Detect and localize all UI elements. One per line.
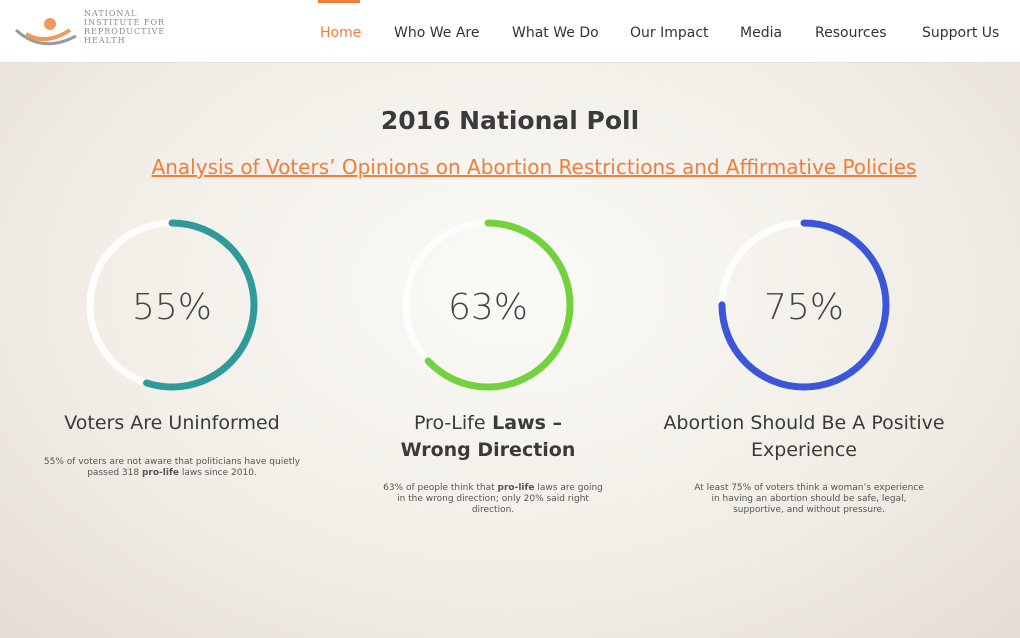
ring-arc xyxy=(86,219,258,391)
logo-line: NATIONAL xyxy=(84,9,138,18)
stat-heading: Voters Are Uninformed xyxy=(12,410,332,437)
subtitle-link[interactable]: Analysis of Voters’ Opinions on Abortion… xyxy=(151,155,917,179)
progress-ring: 63% xyxy=(402,219,574,391)
nav-link[interactable]: Our Impact xyxy=(630,25,709,41)
ring-label: 55% xyxy=(132,287,212,328)
stat-heading: Pro-Life Laws – Wrong Direction xyxy=(393,410,583,464)
text-part: Abortion Should Be A Positive Experience xyxy=(663,412,945,461)
progress-ring: 75% xyxy=(718,219,890,391)
text-part: 55% of voters are not aware that politic… xyxy=(43,457,301,478)
page-title: 2016 National Poll xyxy=(380,106,640,135)
ring-arc xyxy=(402,219,574,391)
nav-link[interactable]: Who We Are xyxy=(394,25,480,41)
nav-link[interactable]: Resources xyxy=(815,25,887,41)
text-part: laws since 2010. xyxy=(178,468,257,478)
progress-ring: 55% xyxy=(86,219,258,391)
text-part: pro-life xyxy=(497,483,535,493)
stat-description: 55% of voters are not aware that politic… xyxy=(42,457,302,479)
ring-label: 75% xyxy=(764,287,844,328)
stat-description: At least 75% of voters think a woman’s e… xyxy=(689,483,929,516)
logo[interactable] xyxy=(12,8,192,54)
nav-link[interactable]: What We Do xyxy=(512,25,599,41)
text-part: Pro-Life xyxy=(413,412,486,434)
active-indicator xyxy=(318,0,360,3)
text-part: Laws – Wrong Direction xyxy=(400,412,576,461)
ring-arc xyxy=(718,219,890,391)
text-part: 63% of people think that xyxy=(383,483,498,493)
logo-line: INSTITUTE FOR xyxy=(84,18,166,27)
text-part: At least 75% of voters think a woman’s e… xyxy=(694,483,924,515)
stat-heading: Abortion Should Be A Positive Experience xyxy=(644,410,964,464)
nav-bar: NATIONAL INSTITUTE FOR REPRODUCTIVE HEALTH … xyxy=(0,0,1020,63)
logo-text: NATIONAL INSTITUTE FOR REPRODUCTIVE HEALTH xyxy=(84,9,165,45)
text-part: laws are going in the wrong direction; o… xyxy=(397,483,603,515)
logo-line: HEALTH xyxy=(84,36,126,45)
nav-link[interactable]: Media xyxy=(740,25,783,41)
ring-label: 63% xyxy=(448,287,528,328)
logo-line: REPRODUCTIVE xyxy=(84,27,166,36)
nav-link[interactable]: Support Us xyxy=(922,25,1000,41)
text-part: Voters Are Uninformed xyxy=(64,412,280,434)
stat-description: 63% of people think that pro-life laws a… xyxy=(383,483,603,516)
nav-link[interactable]: Home xyxy=(320,25,362,41)
text-part: pro-life xyxy=(141,468,179,478)
